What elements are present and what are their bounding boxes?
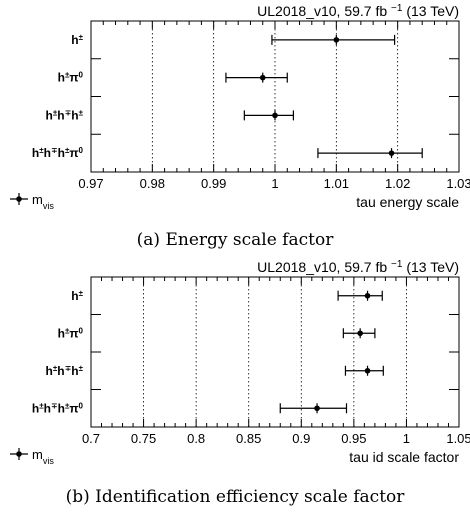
x-tick-label: 1.01 <box>324 176 349 191</box>
x-tick-label: 0.98 <box>140 176 165 191</box>
panel-b: UL2018_v10, 59.7 fb −1 (13 TeV) 0.7 0.75 0.… <box>10 259 470 507</box>
legend-label: mvis <box>32 192 54 211</box>
data-point <box>272 112 278 119</box>
data-point <box>357 330 363 337</box>
legend-marker-point <box>16 451 22 457</box>
plot-frame <box>90 276 460 428</box>
category-label: h±h∓h±π0 <box>32 146 84 161</box>
x-tick-label: 1 <box>403 431 410 446</box>
x-axis-label: tau id scale factor <box>349 449 459 465</box>
x-tick-label: 1.05 <box>446 431 470 446</box>
figure-caption: (a) Energy scale factor <box>137 230 335 250</box>
legend-label: mvis <box>32 447 54 466</box>
data-point <box>364 367 371 374</box>
category-label: h±π0 <box>58 70 84 85</box>
x-tick-label: 0.9 <box>292 431 310 446</box>
data-point <box>259 74 266 81</box>
x-tick-label: 1 <box>271 176 278 191</box>
x-tick-label: 0.99 <box>201 176 226 191</box>
category-label: h±h∓h± <box>45 108 83 123</box>
panel-a: UL2018_v10, 59.7 fb −1 (13 TeV) 0.97 0.98 0… <box>10 3 470 250</box>
figure-caption: (b) Identification efficiency scale fact… <box>66 487 406 507</box>
x-tick-label: 1.02 <box>385 176 410 191</box>
category-label: h± <box>71 32 83 47</box>
data-point <box>364 292 371 299</box>
data-point <box>333 37 340 43</box>
x-tick-label: 0.7 <box>82 431 100 446</box>
x-tick-label: 0.75 <box>131 431 156 446</box>
x-tick-label: 0.8 <box>187 431 205 446</box>
category-label: h± <box>71 288 83 303</box>
category-label: h±h∓h±π0 <box>32 401 84 416</box>
x-tick-label: 0.85 <box>236 431 261 446</box>
x-axis-label: tau energy scale <box>356 194 459 210</box>
legend-marker-point <box>16 196 22 202</box>
x-tick-label: 0.95 <box>341 431 366 446</box>
lumi-header: UL2018_v10, 59.7 fb −1 (13 TeV) <box>257 259 459 276</box>
category-label: h±h∓h± <box>45 363 83 378</box>
x-tick-label: 1.03 <box>446 176 470 191</box>
data-point <box>314 405 320 412</box>
lumi-header: UL2018_v10, 59.7 fb −1 (13 TeV) <box>257 3 459 20</box>
category-label: h±π0 <box>58 326 84 341</box>
x-tick-label: 0.97 <box>78 176 103 191</box>
data-point <box>388 150 395 156</box>
